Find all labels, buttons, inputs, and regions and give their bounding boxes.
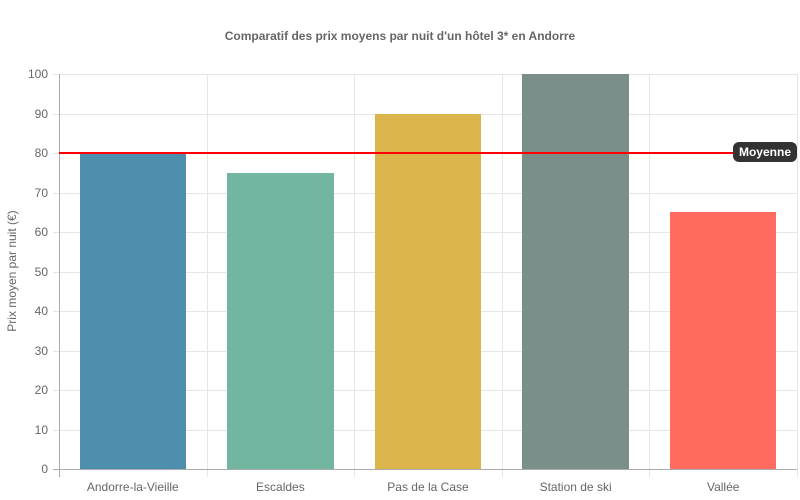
y-tick-label: 30: [34, 343, 48, 358]
y-tick-label: 80: [34, 146, 48, 160]
y-axis-line: [59, 74, 60, 477]
gridline-vertical: [354, 74, 356, 477]
gridline-vertical: [797, 74, 798, 477]
gridline-vertical: [206, 74, 208, 477]
gridline-horizontal: [53, 74, 797, 75]
average-reference-label: Moyenne: [732, 142, 797, 162]
y-tick-label: 100: [27, 67, 48, 81]
bar-escaldes[interactable]: [227, 172, 334, 469]
x-tick-label: Escaldes: [256, 480, 305, 494]
x-tick-label: Andorre-la-Vieille: [86, 480, 179, 494]
plot-area: [53, 74, 798, 477]
y-tick-label: 10: [34, 422, 48, 437]
y-tick-label: 90: [34, 106, 48, 121]
average-reference-line: [59, 152, 797, 154]
gridline-vertical: [649, 74, 651, 477]
x-tick-label: Vallée: [706, 480, 740, 494]
bar-station-de-ski[interactable]: [522, 74, 629, 469]
bar-andorre-la-vieille[interactable]: [79, 153, 186, 469]
x-tick-label: Pas de la Case: [387, 480, 469, 494]
chart-title: Comparatif des prix moyens par nuit d'un…: [224, 29, 576, 43]
x-axis-line: [53, 469, 797, 470]
y-tick-label: 60: [34, 225, 48, 239]
bar-pas-de-la-case[interactable]: [374, 113, 482, 469]
y-tick-label: 20: [34, 383, 48, 397]
x-tick-label: Station de ski: [539, 480, 612, 494]
gridline-vertical: [501, 74, 503, 477]
y-tick-label: 40: [34, 304, 48, 318]
bar-vall-e[interactable]: [670, 212, 777, 469]
y-tick-label: 50: [34, 264, 48, 279]
y-tick-label: 70: [34, 185, 48, 200]
y-tick-label: 0: [41, 462, 48, 476]
